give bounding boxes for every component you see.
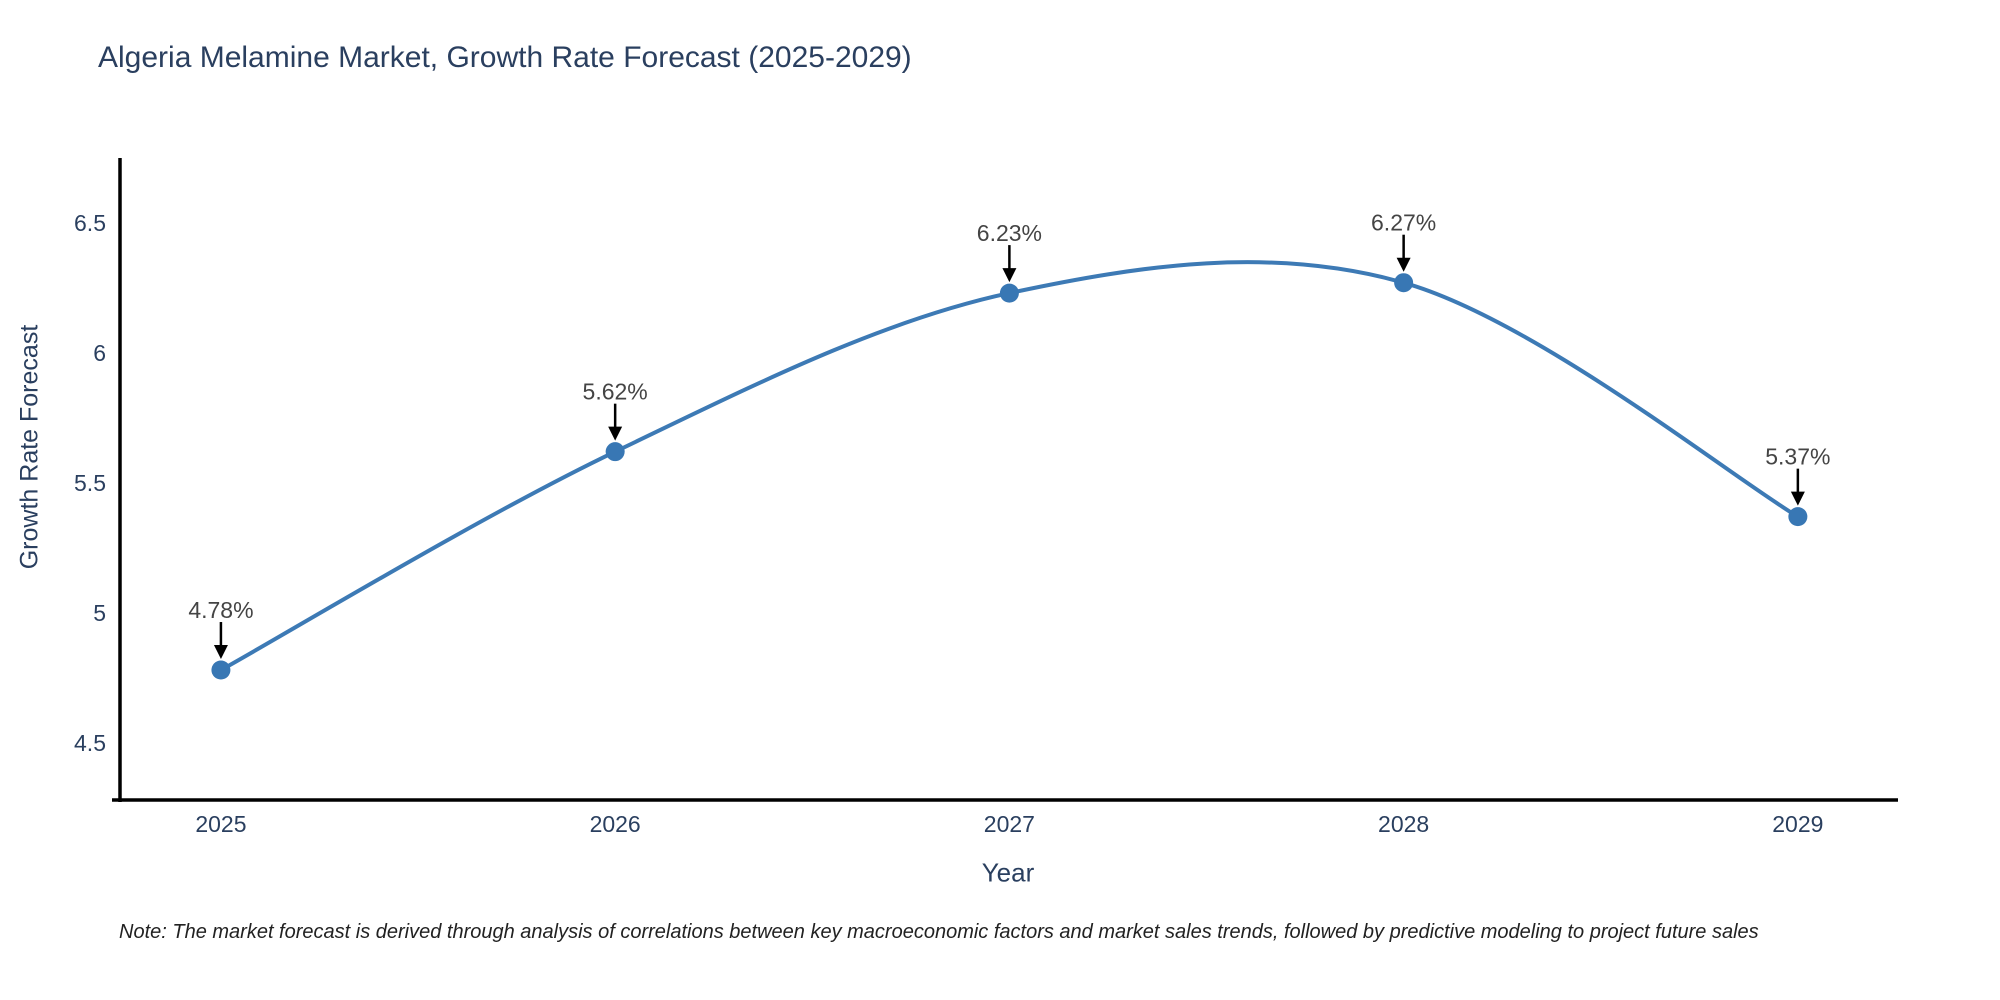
point-annotation-label: 6.23% — [977, 220, 1042, 246]
annotation-arrow-head — [1790, 491, 1805, 506]
y-tick-label: 4.5 — [74, 730, 106, 756]
annotation-arrow-head — [608, 426, 623, 441]
data-point-marker — [999, 283, 1019, 303]
data-point-marker — [1394, 273, 1414, 293]
annotation-arrow-head — [213, 645, 228, 660]
x-tick-label: 2026 — [590, 811, 641, 837]
y-tick-label: 6.5 — [74, 210, 106, 236]
data-point-marker — [211, 660, 231, 680]
x-tick-label: 2028 — [1378, 811, 1429, 837]
y-tick-label: 5 — [93, 600, 106, 626]
x-tick-label: 2029 — [1772, 811, 1823, 837]
point-annotation-label: 6.27% — [1371, 210, 1436, 236]
x-axis-title: Year — [981, 857, 1035, 888]
x-tick-label: 2027 — [984, 811, 1035, 837]
point-annotation-label: 5.37% — [1765, 444, 1830, 470]
annotation-arrow-head — [1002, 268, 1017, 283]
chart-title: Algeria Melamine Market, Growth Rate For… — [98, 41, 912, 74]
series-line — [218, 260, 1800, 673]
footnote: Note: The market forecast is derived thr… — [119, 921, 1759, 943]
y-tick-label: 5.5 — [74, 470, 106, 496]
y-tick-label: 6 — [93, 340, 106, 366]
point-annotation-label: 5.62% — [583, 379, 648, 405]
x-tick-label: 2025 — [195, 811, 246, 837]
data-point-marker — [1788, 507, 1808, 527]
data-point-marker — [605, 442, 625, 462]
annotation-arrow-head — [1396, 257, 1411, 272]
point-annotation-label: 4.78% — [188, 597, 253, 623]
